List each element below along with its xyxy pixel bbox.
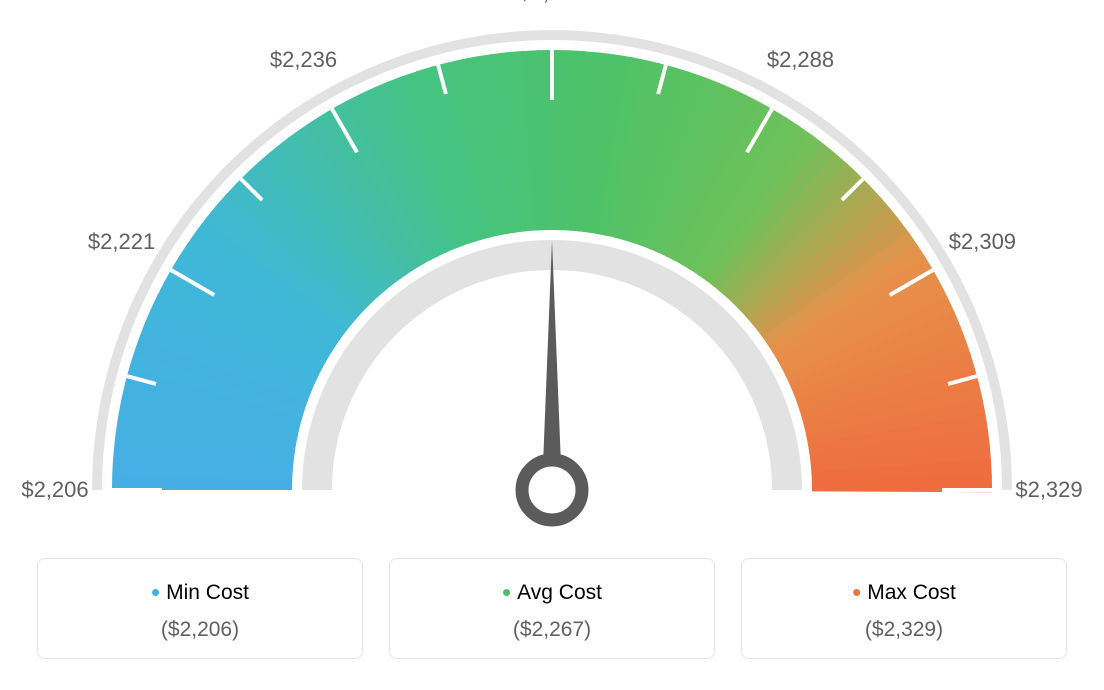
card-max-title: • Max Cost [742, 577, 1066, 608]
gauge-tick-label: $2,221 [88, 229, 155, 255]
card-avg-value: ($2,267) [390, 618, 714, 642]
gauge-tick-label: $2,206 [21, 477, 88, 503]
card-min-title-text: Min Cost [166, 581, 249, 604]
bullet-icon-avg: • [502, 577, 511, 607]
gauge-tick-label: $2,288 [767, 47, 834, 73]
gauge-tick-label: $2,309 [949, 229, 1016, 255]
gauge-chart: $2,206 $2,221 $2,236 $2,267 $2,288 $2,309 $2,3… [0, 0, 1104, 540]
card-max-title-text: Max Cost [867, 581, 956, 604]
card-min-value: ($2,206) [38, 618, 362, 642]
gauge-tick-label: $2,329 [1015, 477, 1082, 503]
card-avg-title: • Avg Cost [390, 577, 714, 608]
gauge-tick-label: $2,267 [518, 0, 585, 6]
gauge-tick-label: $2,236 [270, 47, 337, 73]
card-max-cost: • Max Cost ($2,329) [741, 558, 1067, 659]
card-avg-title-text: Avg Cost [517, 581, 602, 604]
bullet-icon-max: • [852, 577, 861, 607]
card-min-title: • Min Cost [38, 577, 362, 608]
gauge-svg [0, 0, 1104, 560]
card-avg-cost: • Avg Cost ($2,267) [389, 558, 715, 659]
bullet-icon-min: • [151, 577, 160, 607]
card-min-cost: • Min Cost ($2,206) [37, 558, 363, 659]
legend-cards: • Min Cost ($2,206) • Avg Cost ($2,267) • M… [0, 558, 1104, 659]
card-max-value: ($2,329) [742, 618, 1066, 642]
